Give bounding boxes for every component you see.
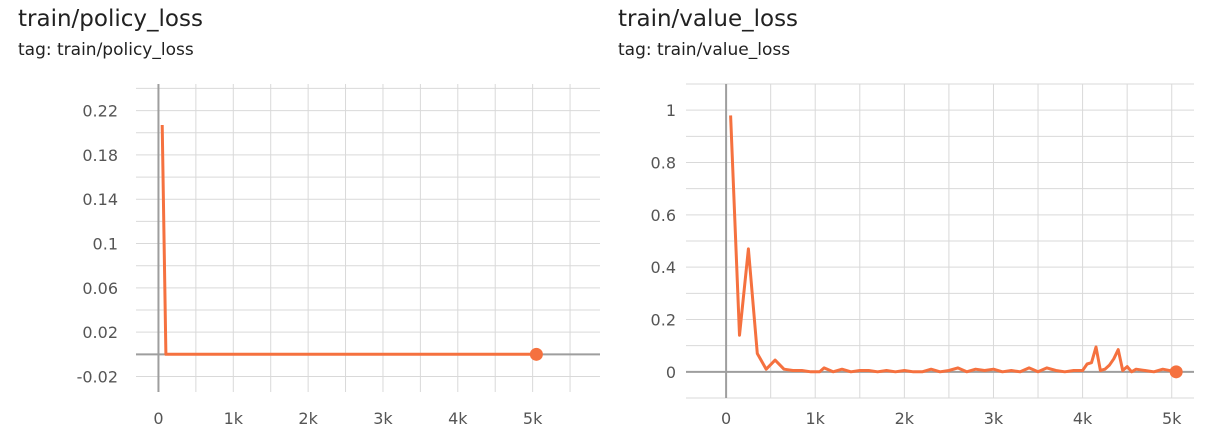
x-tick-label: 1k [806, 409, 826, 428]
y-tick-label: 0.1 [93, 235, 118, 254]
chart-tag: tag: train/policy_loss [18, 40, 194, 60]
y-tick-label: 0.4 [651, 258, 676, 277]
x-tick-label: 4k [448, 409, 468, 428]
chart-title: train/policy_loss [18, 6, 203, 32]
y-tick-label: 0 [666, 363, 676, 382]
x-tick-label: 4k [1073, 409, 1093, 428]
policy-loss-panel: train/policy_loss tag: train/policy_loss… [0, 0, 600, 442]
x-tick-label: 2k [895, 409, 915, 428]
x-tick-label: 0 [721, 409, 731, 428]
x-tick-label: 2k [298, 409, 318, 428]
series-line [160, 124, 537, 356]
x-tick-label: 3k [373, 409, 393, 428]
y-tick-label: 0.22 [82, 102, 118, 121]
x-tick-label: 5k [1162, 409, 1182, 428]
series-line [729, 115, 1177, 374]
x-tick-label: 1k [224, 409, 244, 428]
y-tick-label: 0.6 [651, 206, 676, 225]
y-tick-label: 0.06 [82, 279, 118, 298]
last-point-marker [529, 347, 543, 361]
last-point-marker [1169, 365, 1183, 379]
chart-tag: tag: train/value_loss [618, 40, 791, 60]
y-tick-label: 0.02 [82, 323, 118, 342]
y-tick-label: 0.2 [651, 311, 676, 330]
x-tick-label: 0 [153, 409, 163, 428]
x-tick-label: 5k [523, 409, 543, 428]
y-tick-label: -0.02 [77, 367, 118, 386]
y-tick-label: 0.14 [82, 190, 118, 209]
value-loss-plot[interactable]: 1 0.8 0.6 0.4 0.2 0 0 1k 2k 3k 4k 5k [606, 0, 1216, 442]
chart-title: train/value_loss [618, 6, 799, 32]
y-tick-label: 1 [666, 101, 676, 120]
x-tick-label: 3k [984, 409, 1004, 428]
policy-loss-plot[interactable]: 0.22 0.18 0.14 0.1 0.06 0.02 -0.02 0 1k 2k 3k 4k 5k [0, 0, 600, 442]
y-tick-label: 0.18 [82, 146, 118, 165]
y-tick-label: 0.8 [651, 154, 676, 173]
value-loss-panel: train/value_loss tag: train/value_loss 1… [606, 0, 1216, 442]
